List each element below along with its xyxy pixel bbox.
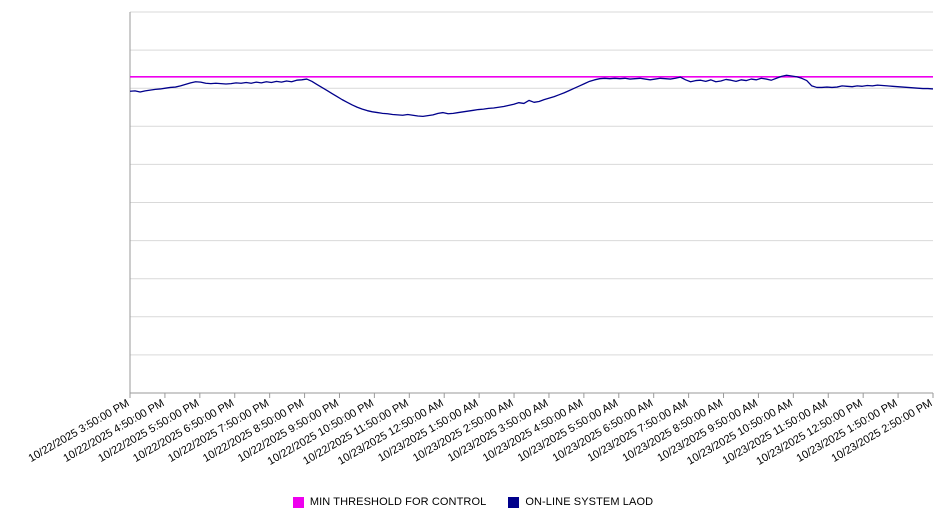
chart-legend: MIN THRESHOLD FOR CONTROL ON-LINE SYSTEM… (0, 496, 946, 508)
series-line-1 (129, 74, 934, 118)
grid-lines (130, 11, 933, 394)
data-series (129, 74, 934, 118)
axes (129, 12, 933, 394)
legend-item-min-threshold: MIN THRESHOLD FOR CONTROL (292, 496, 487, 508)
legend-label-online-system-load: ON-LINE SYSTEM LAOD (525, 496, 654, 508)
legend-swatch-min-threshold (292, 496, 304, 508)
legend-item-online-system-load: ON-LINE SYSTEM LAOD (508, 496, 653, 508)
legend-swatch-online-system-load (508, 496, 520, 508)
legend-label-min-threshold: MIN THRESHOLD FOR CONTROL (309, 496, 487, 508)
